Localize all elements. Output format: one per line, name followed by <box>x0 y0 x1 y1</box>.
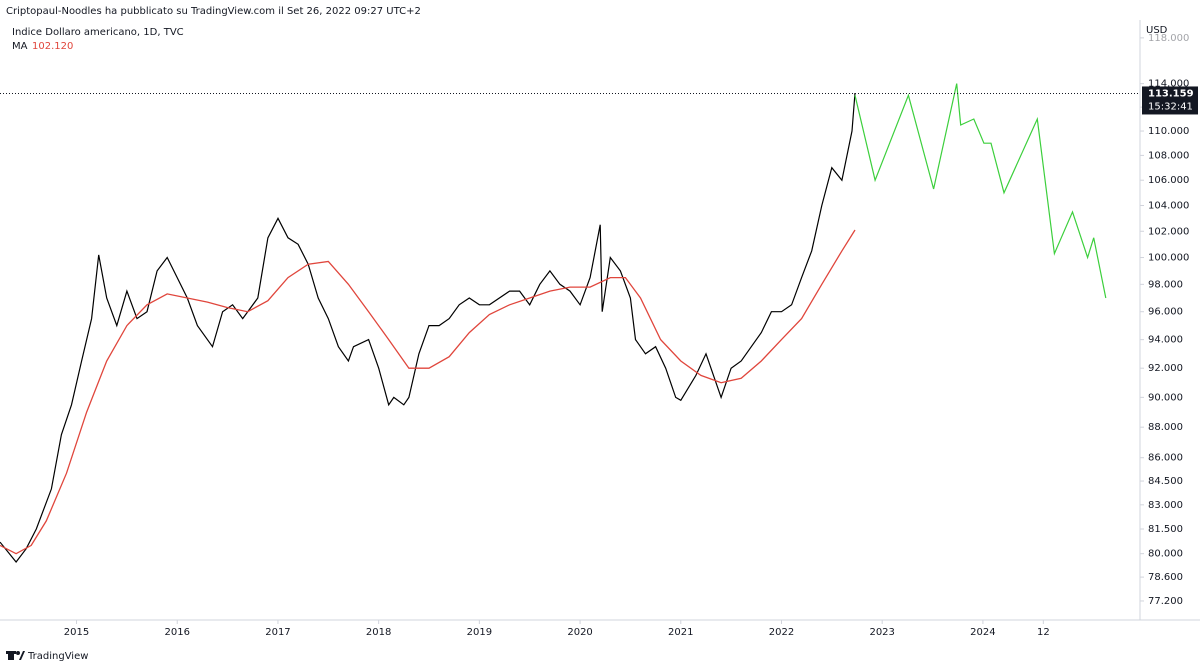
y-tick-label: 81.500 <box>1148 524 1183 535</box>
x-tick-label: 2019 <box>467 627 492 638</box>
x-tick-label: 2016 <box>165 627 190 638</box>
series-line <box>0 229 856 555</box>
y-tick-label: 108.000 <box>1148 150 1189 161</box>
y-tick-label: 104.000 <box>1148 200 1189 211</box>
y-tick-label: 98.000 <box>1148 279 1183 290</box>
last-price-label: 113.159 <box>1148 88 1194 99</box>
last-price-box <box>1142 86 1198 115</box>
y-tick-label: 86.000 <box>1148 453 1183 464</box>
footer: TradingView <box>27 651 88 662</box>
series-line <box>854 83 1107 299</box>
y-tick-label: 83.000 <box>1148 500 1183 511</box>
x-tick-label: 2024 <box>970 627 995 638</box>
countdown: 15:32:41 <box>1148 101 1193 112</box>
y-tick-label: 94.000 <box>1148 335 1183 346</box>
chart-title: Indice Dollaro americano, 1D, TVC <box>12 27 184 38</box>
x-tick-label: 2021 <box>668 627 693 638</box>
series-line <box>0 92 856 563</box>
y-tick-label: 102.000 <box>1148 226 1189 237</box>
y-tick-label: 84.500 <box>1148 476 1183 487</box>
header: Criptopaul-Noodles ha pubblicato su Trad… <box>6 6 421 17</box>
y-tick-label: 92.000 <box>1148 363 1183 374</box>
x-tick-label: 2018 <box>366 627 391 638</box>
x-tick-label: 2015 <box>64 627 89 638</box>
y-tick-label: 114.000 <box>1148 79 1189 90</box>
y-tick-label: 106.000 <box>1148 175 1189 186</box>
x-tick-label: 2023 <box>869 627 894 638</box>
y-tick-label: 100.000 <box>1148 253 1189 264</box>
ma-legend: MA <box>12 41 28 52</box>
y-tick-label: 77.200 <box>1148 596 1183 607</box>
x-tick-label: 2022 <box>769 627 794 638</box>
x-tick-label: 12 <box>1037 627 1050 638</box>
x-tick-label: 2017 <box>265 627 290 638</box>
x-tick-label: 2020 <box>567 627 592 638</box>
y-tick-label: 118.000 <box>1148 33 1189 44</box>
y-tick-label: 78.600 <box>1148 572 1183 583</box>
y-unit: USD <box>1146 25 1168 36</box>
y-tick-label: 96.000 <box>1148 307 1183 318</box>
y-tick-label: 88.000 <box>1148 422 1183 433</box>
logo <box>6 651 25 660</box>
ma-value: 102.120 <box>32 41 73 52</box>
y-tick-label: 90.000 <box>1148 392 1183 403</box>
y-tick-label: 80.000 <box>1148 549 1183 560</box>
y-tick-label: 110.000 <box>1148 126 1189 137</box>
